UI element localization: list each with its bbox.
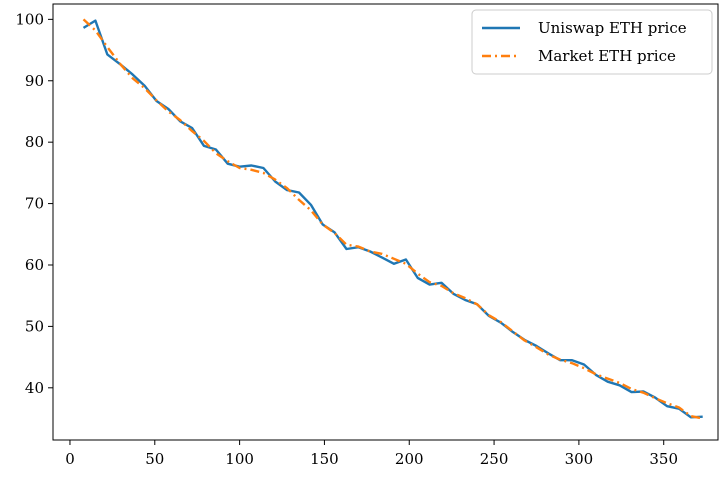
y-tick-label: 80 xyxy=(25,133,44,151)
x-tick-label: 300 xyxy=(565,450,594,468)
legend-label: Uniswap ETH price xyxy=(538,19,687,37)
series-line-1 xyxy=(82,18,703,420)
axes xyxy=(52,3,719,441)
plot-frame xyxy=(52,3,719,441)
y-tick-label: 100 xyxy=(15,10,44,28)
x-tick-label: 100 xyxy=(225,450,254,468)
y-tick-label: 70 xyxy=(25,195,44,213)
x-tick-label: 150 xyxy=(310,450,339,468)
tick-marks: 0 50 100 150 200 250 300 350 40 50 60 70 80 90 100 xyxy=(15,10,678,468)
legend-label: Market ETH price xyxy=(538,47,676,65)
series-lines xyxy=(82,18,703,420)
x-tick-label: 0 xyxy=(65,450,75,468)
x-tick-label: 250 xyxy=(480,450,509,468)
x-tick-label: 350 xyxy=(649,450,678,468)
x-tick-label: 50 xyxy=(145,450,164,468)
legend: Uniswap ETH price Market ETH price xyxy=(471,9,713,75)
legend-box xyxy=(471,9,713,75)
y-tick-label: 90 xyxy=(25,72,44,90)
y-tick-label: 40 xyxy=(25,379,44,397)
x-tick-label: 200 xyxy=(395,450,424,468)
y-tick-label: 60 xyxy=(25,256,44,274)
series-line-0 xyxy=(82,19,703,419)
y-tick-label: 50 xyxy=(25,317,44,335)
